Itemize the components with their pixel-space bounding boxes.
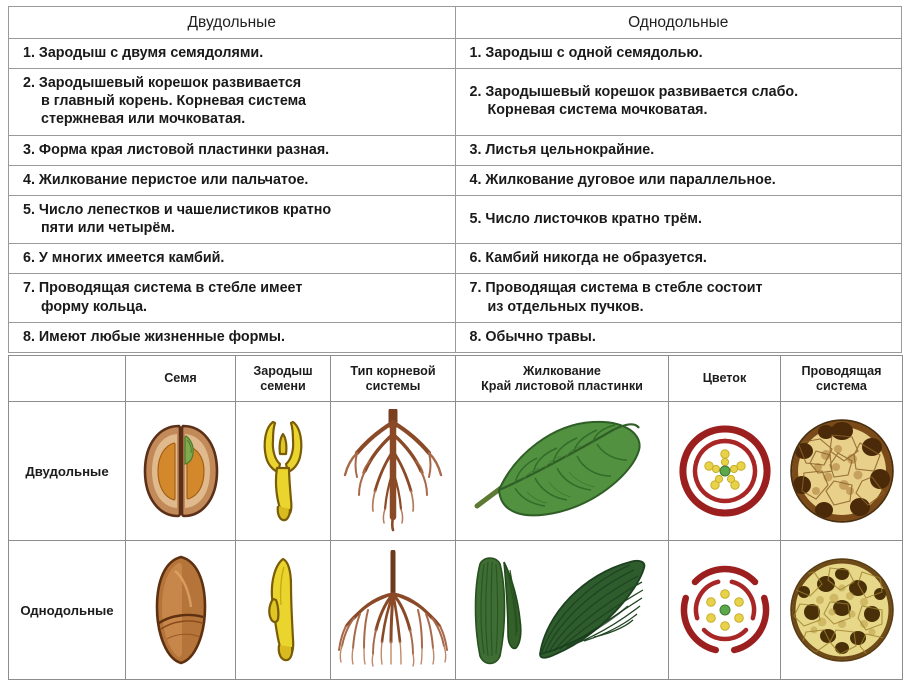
cell-dicot-root	[330, 401, 456, 541]
pinnate-leaf-icon	[456, 402, 668, 540]
dicot-seed-icon	[126, 402, 235, 540]
header-line1: Цветок	[702, 371, 747, 386]
line: 3. Форма края листовой пластинки разная.	[23, 141, 330, 158]
header-dicot: Двудольные	[8, 6, 456, 39]
cell-dicot-embryo	[235, 401, 331, 541]
five-merous-floral-diagram-icon	[669, 402, 780, 540]
line: из отдельных пучков.	[487, 298, 644, 315]
header-line1: Жилкование	[523, 363, 601, 378]
header-root-type: Тип корневой системы	[330, 355, 456, 402]
header-monocot: Однодольные	[454, 6, 902, 39]
cell-monocot-root	[330, 540, 456, 680]
dicot-feature-4: 4. Жилкование перистое или пальчатое.	[8, 164, 456, 196]
line: 8. Обычно травы.	[469, 328, 596, 345]
line: 7. Проводящая система в стебле состоит	[469, 280, 763, 297]
table-row: 1. Зародыш с двумя семядолями. 1. Зароды…	[8, 37, 902, 70]
line: 2. Зародышевый корешок развивается слабо…	[469, 84, 799, 101]
scattered-vascular-bundle-icon	[781, 541, 902, 679]
dicot-feature-8: 8. Имеют любые жизненные формы.	[8, 321, 456, 353]
table-row: 2. Зародышевый корешок развивается в гла…	[8, 68, 902, 136]
taproot-icon	[331, 402, 455, 540]
table-row-dicot: Двудольные	[8, 401, 903, 541]
row-label-dicot: Двудольные	[8, 401, 126, 541]
cell-dicot-leaf	[455, 401, 669, 541]
cell-monocot-flower	[668, 540, 781, 680]
cell-monocot-seed	[125, 540, 236, 680]
line: в главный корень. Корневая система	[41, 93, 306, 110]
header-line1: Семя	[164, 371, 197, 386]
table-row: 7. Проводящая система в стебле имеет фор…	[8, 273, 902, 323]
table-row: 5. Число лепестков и чашелистиков кратно…	[8, 194, 902, 245]
monocot-seed-icon	[126, 541, 235, 679]
ring-vascular-bundle-icon	[781, 402, 902, 540]
monocot-feature-2: 2. Зародышевый корешок развивается слабо…	[454, 68, 902, 136]
table-row: 3. Форма края листовой пластинки разная.…	[8, 134, 902, 166]
monocot-feature-3: 3. Листья цельнокрайние.	[454, 134, 902, 166]
monocot-feature-1: 1. Зародыш с одной семядолью.	[454, 37, 902, 70]
line: 4. Жилкование перистое или пальчатое.	[23, 171, 309, 188]
three-merous-floral-diagram-icon	[669, 541, 780, 679]
header-line1: Тип корневой	[350, 363, 436, 378]
dicot-embryo-icon	[236, 402, 330, 540]
dicot-feature-6: 6. У многих имеется камбий.	[8, 243, 456, 275]
illustration-table: Семя Зародыш семени Тип корневой системы…	[8, 355, 903, 680]
line: пяти или четырём.	[41, 220, 175, 237]
monocot-embryo-icon	[236, 541, 330, 679]
header-line2: система	[816, 378, 867, 393]
cell-monocot-vascular	[780, 540, 903, 680]
table-row-monocot: Однодольные	[8, 540, 903, 680]
line: форму кольца.	[41, 298, 148, 315]
line: 5. Число листочков кратно трём.	[469, 211, 702, 228]
row-label-monocot: Однодольные	[8, 540, 126, 680]
line: 1. Зародыш с одной семядолью.	[469, 45, 703, 61]
comparison-table-header-row: Двудольные Однодольные	[8, 6, 902, 39]
table-row: 4. Жилкование перистое или пальчатое. 4.…	[8, 164, 902, 196]
cell-monocot-leaf	[455, 540, 669, 680]
monocot-feature-4: 4. Жилкование дуговое или параллельное.	[454, 164, 902, 196]
table-row: 6. У многих имеется камбий. 6. Камбий ни…	[8, 243, 902, 275]
header-seed: Семя	[125, 355, 236, 402]
line: 5. Число лепестков и чашелистиков кратно	[23, 201, 332, 218]
dicot-feature-5: 5. Число лепестков и чашелистиков кратно…	[8, 194, 456, 245]
line: стержневая или мочковатая.	[41, 111, 246, 128]
cell-dicot-vascular	[780, 401, 903, 541]
header-line2: Край листовой пластинки	[481, 378, 643, 393]
header-venation: Жилкование Край листовой пластинки	[455, 355, 669, 402]
cell-monocot-embryo	[235, 540, 331, 680]
header-line2: системы	[365, 378, 421, 393]
dicot-feature-2: 2. Зародышевый корешок развивается в гла…	[8, 68, 456, 136]
fibrous-root-icon	[331, 541, 455, 679]
monocot-feature-8: 8. Обычно травы.	[454, 321, 902, 353]
line: 8. Имеют любые жизненные формы.	[23, 328, 285, 345]
line: Корневая система мочковатая.	[487, 102, 708, 119]
header-embryo: Зародыш семени	[235, 355, 331, 402]
parallel-leaf-icon	[456, 541, 668, 679]
line: 7. Проводящая система в стебле имеет	[23, 280, 303, 297]
dicot-feature-7: 7. Проводящая система в стебле имеет фор…	[8, 273, 456, 323]
cell-dicot-flower	[668, 401, 781, 541]
line: 4. Жилкование дуговое или параллельное.	[469, 171, 776, 188]
header-line2: семени	[260, 378, 306, 393]
line: 6. У многих имеется камбий.	[23, 250, 225, 267]
header-line1: Зародыш	[253, 363, 313, 378]
dicot-feature-1: 1. Зародыш с двумя семядолями.	[8, 37, 456, 70]
line: 6. Камбий никогда не образуется.	[469, 250, 707, 267]
header-corner-empty	[8, 355, 126, 402]
line: 3. Листья цельнокрайние.	[469, 141, 655, 158]
line: 2. Зародышевый корешок развивается	[23, 75, 302, 92]
table-row: 8. Имеют любые жизненные формы. 8. Обычн…	[8, 321, 902, 353]
header-line1: Проводящая	[801, 363, 882, 378]
line: 1. Зародыш с двумя семядолями.	[23, 45, 264, 61]
monocot-feature-6: 6. Камбий никогда не образуется.	[454, 243, 902, 275]
header-vascular-system: Проводящая система	[780, 355, 903, 402]
dicot-feature-3: 3. Форма края листовой пластинки разная.	[8, 134, 456, 166]
monocot-feature-7: 7. Проводящая система в стебле состоит и…	[454, 273, 902, 323]
comparison-table: Двудольные Однодольные 1. Зародыш с двум…	[8, 6, 902, 353]
header-flower: Цветок	[668, 355, 781, 402]
illustration-table-header-row: Семя Зародыш семени Тип корневой системы…	[8, 355, 903, 402]
monocot-feature-5: 5. Число листочков кратно трём.	[454, 194, 902, 245]
cell-dicot-seed	[125, 401, 236, 541]
